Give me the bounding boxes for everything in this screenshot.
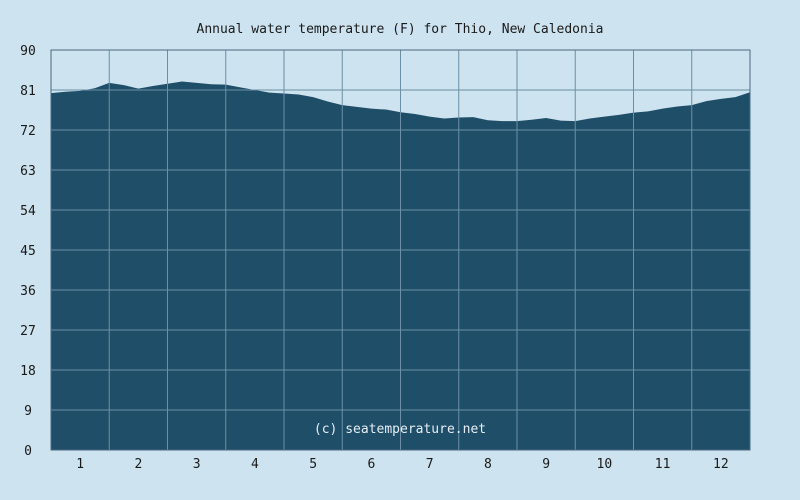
watermark: (c) seatemperature.net: [314, 422, 486, 437]
x-tick-label: 8: [484, 457, 492, 472]
y-tick-label: 0: [24, 444, 32, 459]
x-tick-label: 10: [597, 457, 613, 472]
x-tick-label: 11: [655, 457, 671, 472]
x-axis-ticks: 1 2 3 4 5 6 7 8 9 10 11 12: [76, 457, 728, 472]
x-tick-label: 4: [251, 457, 259, 472]
y-tick-label: 36: [20, 284, 36, 299]
y-tick-label: 27: [20, 324, 36, 339]
x-tick-label: 3: [193, 457, 201, 472]
y-tick-label: 81: [20, 84, 36, 99]
y-tick-label: 18: [20, 364, 36, 379]
y-tick-label: 54: [20, 204, 36, 219]
x-tick-label: 12: [713, 457, 729, 472]
x-tick-label: 5: [309, 457, 317, 472]
y-tick-label: 45: [20, 244, 36, 259]
y-axis-ticks: 0 9 18 27 36 45 54 63 72 81 90: [20, 44, 36, 459]
plot-area: [50, 49, 751, 451]
x-tick-label: 7: [426, 457, 434, 472]
y-tick-label: 63: [20, 164, 36, 179]
x-tick-label: 2: [134, 457, 142, 472]
plot-border: [50, 49, 751, 451]
x-tick-label: 1: [76, 457, 84, 472]
x-tick-label: 9: [542, 457, 550, 472]
chart-title: Annual water temperature (F) for Thio, N…: [197, 22, 604, 37]
y-tick-label: 72: [20, 124, 36, 139]
y-tick-label: 90: [20, 44, 36, 59]
y-tick-label: 9: [24, 404, 32, 419]
x-tick-label: 6: [367, 457, 375, 472]
